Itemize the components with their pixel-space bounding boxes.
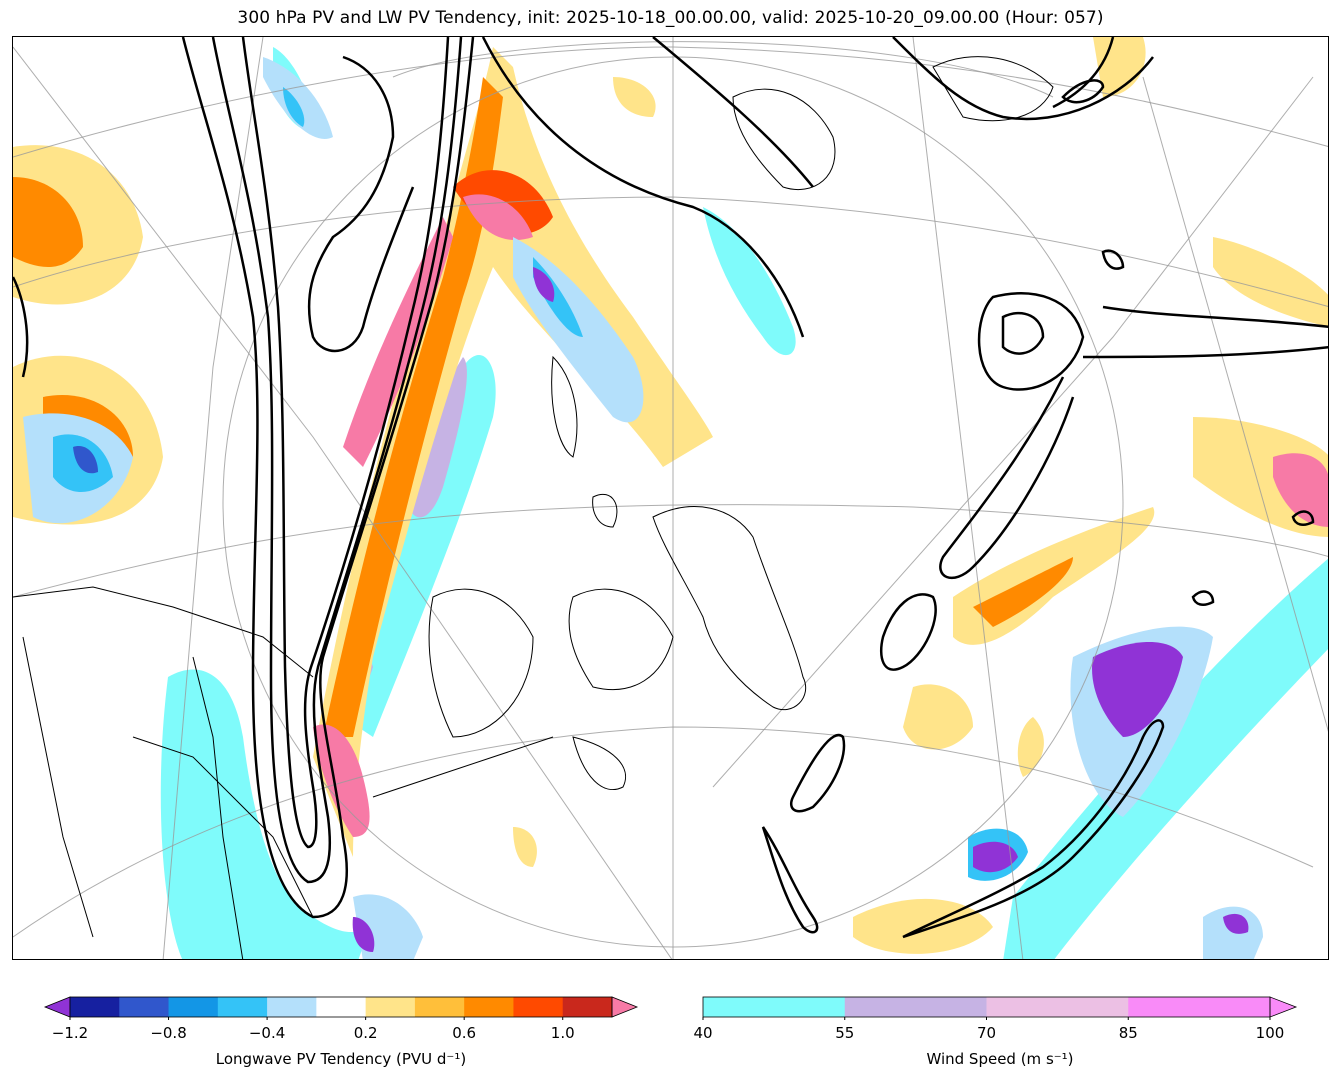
colorbar-tick-label: 40 [693,1024,713,1042]
colorbar-tick-label: 85 [1118,1024,1138,1042]
colorbar-tick-label: 70 [976,1024,997,1042]
map-canvas [13,37,1328,959]
colorbar-swatch [267,997,317,1017]
pv-tendency-colorbar: −1.2 −0.8 −0.4 0.2 0.6 1.0 Longwave PV Tenden… [40,994,642,1074]
colorbar-swatch [562,997,613,1017]
colorbar-swatch [168,997,219,1017]
colorbar-tick-label: 55 [835,1024,855,1042]
colorbar-tick-label: 100 [1255,1024,1285,1042]
colorbar-tick-label: −0.4 [248,1024,286,1042]
colorbar-swatch [217,997,268,1017]
colorbar-tick-label: 0.6 [452,1024,477,1042]
colorbar-swatch [513,997,564,1017]
map-panel[interactable] [12,36,1329,960]
wind-speed-shading [160,47,1328,959]
colorbar-swatch [703,997,846,1017]
pv-tendency-colorbar-ticks: −1.2 −0.8 −0.4 0.2 0.6 1.0 [40,1024,642,1044]
pv-contours [13,37,1328,939]
colorbar-swatch [70,997,120,1017]
colorbar-swatch [1128,997,1271,1017]
colorbar-swatch [464,997,514,1017]
coastlines [13,56,1054,959]
wind-speed-colorbar-ticks: 40 55 70 85 100 [693,1024,1300,1044]
colorbar-tick-label: 0.2 [353,1024,378,1042]
colorbar-swatch [986,997,1129,1017]
wind-speed-colorbar-swatches [702,996,1298,1021]
wind-speed-colorbar-label: Wind Speed (m s⁻¹) [926,1050,1074,1068]
pv-tendency-colorbar-label: Longwave PV Tendency (PVU d⁻¹) [215,1050,467,1068]
figure-title: 300 hPa PV and LW PV Tendency, init: 202… [237,8,1104,28]
colorbar-swatch [316,997,367,1017]
colorbar-swatch [119,997,170,1017]
colorbar-tick-label: −1.2 [51,1024,89,1042]
colorbar-border [69,996,613,1018]
colorbar-swatch [844,997,987,1017]
wind-speed-colorbar: 40 55 70 85 100 Wind Speed (m s⁻¹) [693,994,1300,1074]
pv-tendency-negative [23,57,1263,959]
colorbar-tick-label: 1.0 [550,1024,575,1042]
colorbar-swatch [365,997,416,1017]
colorbar-swatch [414,997,465,1017]
colorbar-extend-high [1269,996,1298,1018]
colorbar-extend-low [43,996,71,1018]
colorbar-extend-high [611,996,639,1018]
colorbar-tick-label: −0.8 [150,1024,187,1042]
pv-tendency-colorbar-swatches [43,996,639,1021]
